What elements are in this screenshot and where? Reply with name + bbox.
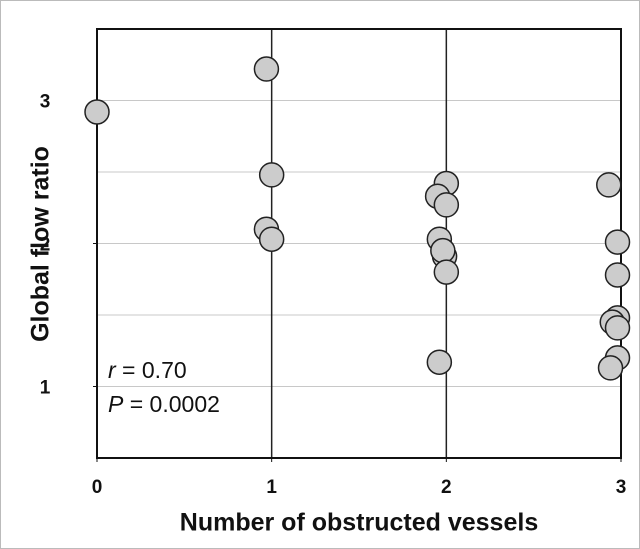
point — [433, 259, 460, 285]
point — [597, 355, 624, 381]
annotation-text: = 0.70 — [116, 357, 187, 383]
annotation-text: = 0.0002 — [123, 391, 220, 417]
x-tick-label: 3 — [616, 477, 627, 498]
y-tick-label: 2 — [40, 235, 51, 256]
y-tick-label: 3 — [40, 92, 51, 113]
annotation: P = 0.0002 — [108, 391, 220, 417]
x-axis-label: Number of obstructed vessels — [180, 509, 538, 537]
point — [258, 162, 285, 188]
x-tick-label: 0 — [92, 477, 103, 498]
annotation-symbol: r — [108, 357, 117, 383]
point — [604, 262, 631, 288]
annotation-symbol: P — [108, 391, 124, 417]
point — [433, 192, 460, 218]
point — [253, 56, 280, 82]
point — [258, 226, 285, 252]
point — [84, 99, 110, 125]
point — [596, 172, 622, 198]
y-axis-label: Global flow ratio — [27, 146, 55, 342]
x-tick-label: 1 — [266, 477, 277, 498]
point — [426, 349, 453, 375]
y-tick-label: 1 — [40, 378, 51, 399]
x-tick-label: 2 — [441, 477, 452, 498]
point — [604, 229, 631, 255]
annotation: r = 0.70 — [108, 357, 187, 383]
point — [430, 237, 456, 264]
point — [604, 315, 631, 341]
